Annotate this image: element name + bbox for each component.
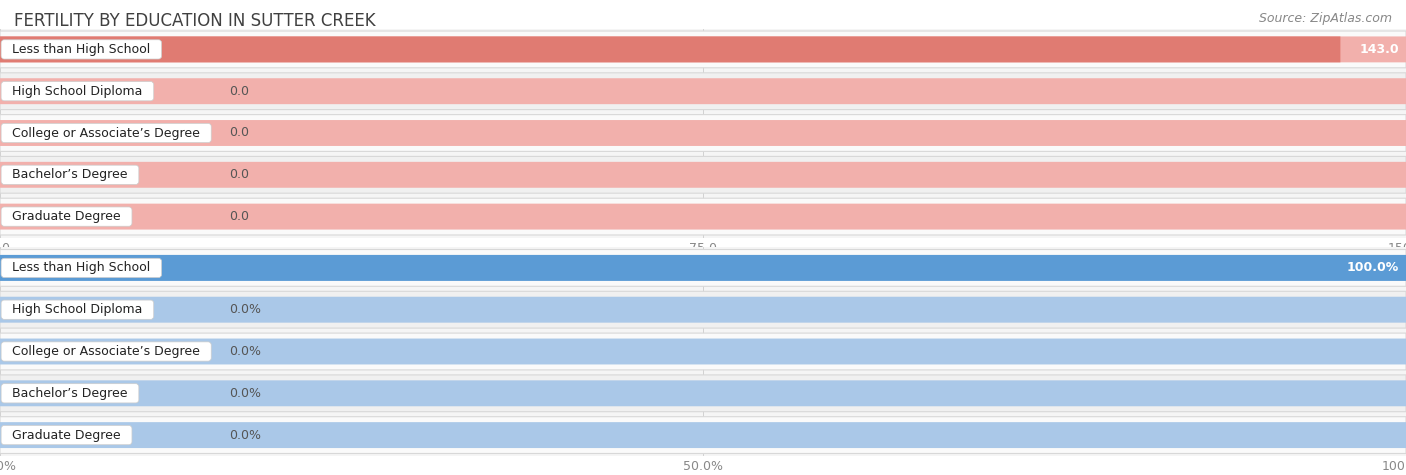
FancyBboxPatch shape: [0, 255, 1406, 281]
Text: Source: ZipAtlas.com: Source: ZipAtlas.com: [1258, 12, 1392, 25]
FancyBboxPatch shape: [0, 255, 1406, 281]
FancyBboxPatch shape: [0, 120, 1406, 146]
FancyBboxPatch shape: [0, 333, 1406, 370]
FancyBboxPatch shape: [0, 417, 1406, 454]
Text: 143.0: 143.0: [1360, 43, 1399, 56]
FancyBboxPatch shape: [0, 339, 1406, 364]
Text: College or Associate’s Degree: College or Associate’s Degree: [4, 126, 208, 140]
Text: 0.0: 0.0: [229, 85, 249, 98]
Text: 0.0%: 0.0%: [229, 387, 262, 400]
FancyBboxPatch shape: [0, 249, 1406, 286]
FancyBboxPatch shape: [0, 31, 1406, 68]
Text: 0.0%: 0.0%: [229, 428, 262, 442]
FancyBboxPatch shape: [0, 156, 1406, 193]
Text: Bachelor’s Degree: Bachelor’s Degree: [4, 168, 136, 181]
Text: 0.0: 0.0: [229, 210, 249, 223]
FancyBboxPatch shape: [0, 37, 1406, 62]
Text: Bachelor’s Degree: Bachelor’s Degree: [4, 387, 136, 400]
FancyBboxPatch shape: [0, 380, 1406, 406]
FancyBboxPatch shape: [0, 37, 1340, 62]
FancyBboxPatch shape: [0, 422, 1406, 448]
Text: FERTILITY BY EDUCATION IN SUTTER CREEK: FERTILITY BY EDUCATION IN SUTTER CREEK: [14, 12, 375, 30]
FancyBboxPatch shape: [0, 162, 1406, 188]
Text: 0.0%: 0.0%: [229, 303, 262, 316]
FancyBboxPatch shape: [0, 73, 1406, 110]
Text: 100.0%: 100.0%: [1347, 261, 1399, 275]
Text: 0.0%: 0.0%: [229, 345, 262, 358]
Text: Less than High School: Less than High School: [4, 43, 159, 56]
Text: High School Diploma: High School Diploma: [4, 85, 150, 98]
Text: 0.0: 0.0: [229, 126, 249, 140]
FancyBboxPatch shape: [0, 114, 1406, 152]
FancyBboxPatch shape: [0, 375, 1406, 412]
FancyBboxPatch shape: [0, 204, 1406, 229]
FancyBboxPatch shape: [0, 78, 1406, 104]
Text: High School Diploma: High School Diploma: [4, 303, 150, 316]
FancyBboxPatch shape: [0, 297, 1406, 323]
Text: 0.0: 0.0: [229, 168, 249, 181]
Text: Graduate Degree: Graduate Degree: [4, 428, 129, 442]
Text: College or Associate’s Degree: College or Associate’s Degree: [4, 345, 208, 358]
Text: Less than High School: Less than High School: [4, 261, 159, 275]
FancyBboxPatch shape: [0, 291, 1406, 328]
Text: Graduate Degree: Graduate Degree: [4, 210, 129, 223]
FancyBboxPatch shape: [0, 198, 1406, 235]
